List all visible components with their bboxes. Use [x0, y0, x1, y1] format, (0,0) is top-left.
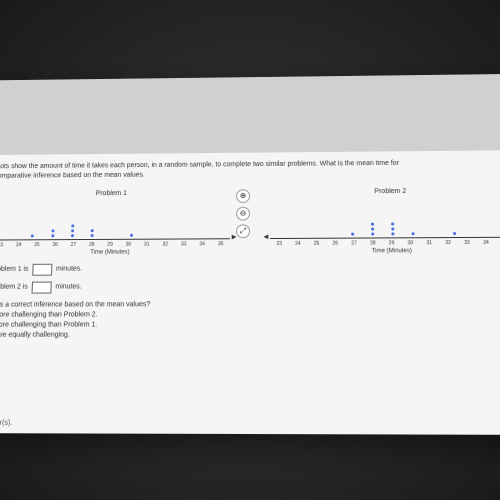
data-dot	[71, 229, 74, 232]
p2-suffix: minutes.	[55, 284, 81, 291]
tick-label: 26	[326, 240, 345, 246]
tick-label: 34	[193, 241, 212, 247]
question-content: plots show the amount of time it takes e…	[0, 150, 500, 435]
option-c[interactable]: ns are equally challenging.	[0, 331, 500, 339]
tick-label: 23	[0, 242, 10, 248]
zoom-out-icon[interactable]: ⊖	[236, 206, 250, 220]
window-header	[0, 74, 500, 155]
p1-suffix: minutes.	[56, 266, 82, 273]
plot2-container: Problem 2 ◄ ► 23242526272829303132333435…	[270, 187, 500, 255]
data-dot	[51, 229, 54, 232]
arrow-left-icon: ◄	[262, 232, 270, 241]
footer-text: nswer(s).	[0, 420, 12, 427]
plot1-zoom-controls: ⊕ ⊖ ⤢	[236, 189, 250, 238]
paper-sheet: plots show the amount of time it takes e…	[0, 74, 500, 435]
tick-label: 33	[174, 241, 193, 247]
tick-label: 35	[211, 241, 230, 247]
p1-input[interactable]	[32, 263, 52, 275]
option-a[interactable]: s more challenging than Problem 2.	[0, 310, 500, 318]
tick-label: 27	[345, 240, 364, 246]
plots-row: Problem 1 ◄ ► 23242526272829303132333435…	[0, 187, 500, 256]
zoom-in-icon[interactable]: ⊕	[236, 189, 250, 203]
inference-prompt: ng is a correct inference based on the m…	[0, 300, 500, 308]
tick-label: 26	[46, 242, 64, 248]
data-dot	[351, 232, 354, 235]
question-line1: plots show the amount of time it takes e…	[0, 160, 399, 170]
data-dot	[371, 227, 374, 230]
tick-label: 23	[270, 240, 289, 246]
data-dot	[412, 232, 415, 235]
data-dot	[453, 232, 456, 235]
data-dot	[91, 229, 94, 232]
data-dot	[71, 234, 74, 237]
question-text: plots show the amount of time it takes e…	[0, 158, 500, 181]
tick-label: 27	[64, 242, 82, 248]
tick-label: 28	[82, 241, 100, 247]
data-dot	[371, 232, 374, 235]
p1-prefix: Problem 1 is	[0, 266, 29, 273]
tick-label: 25	[307, 240, 326, 246]
option-b[interactable]: s more challenging than Problem 1.	[0, 320, 500, 328]
tick-label: 33	[457, 240, 476, 246]
data-dot	[130, 233, 133, 236]
tick-label: 31	[138, 241, 157, 247]
expand-icon[interactable]: ⤢	[236, 224, 250, 238]
plot2-title: Problem 2	[270, 187, 500, 196]
data-dot	[391, 222, 394, 225]
plot1-axis-title: Time (Minutes)	[0, 249, 230, 256]
plot1-container: Problem 1 ◄ ► 23242526272829303132333435…	[0, 189, 230, 256]
answer-p1: Problem 1 is minutes.	[0, 261, 500, 275]
tick-label: 35	[495, 239, 500, 245]
answer-p2: Problem 2 is minutes.	[0, 280, 500, 294]
data-dot	[31, 234, 34, 237]
tick-label: 28	[363, 240, 382, 246]
tick-label: 30	[119, 241, 138, 247]
data-dot	[371, 222, 374, 225]
data-dot	[90, 234, 93, 237]
plot1-dotplot: ◄ ►	[0, 200, 230, 240]
inference-section: ng is a correct inference based on the m…	[0, 300, 500, 339]
plot1-title: Problem 1	[0, 189, 230, 197]
p2-prefix: Problem 2 is	[0, 284, 28, 291]
data-dot	[391, 227, 394, 230]
tick-label: 25	[28, 242, 46, 248]
plot2-dotplot: ◄ ►	[270, 198, 500, 239]
tick-label: 31	[420, 240, 439, 246]
plot1-axis-labels: 23242526272829303132333435	[0, 241, 230, 248]
question-line2: comparative inference based on the mean …	[0, 172, 145, 180]
photo-background: plots show the amount of time it takes e…	[0, 0, 500, 500]
p2-input[interactable]	[31, 281, 51, 293]
tick-label: 32	[439, 240, 458, 246]
tick-label: 32	[156, 241, 175, 247]
tick-label: 24	[9, 242, 27, 248]
data-dot	[391, 232, 394, 235]
tick-label: 24	[289, 240, 308, 246]
tick-label: 29	[101, 241, 119, 247]
data-dot	[71, 224, 74, 227]
tick-label: 34	[476, 239, 495, 245]
plot2-axis-title: Time (Minutes)	[270, 247, 500, 254]
tick-label: 30	[401, 240, 420, 246]
tick-label: 29	[382, 240, 401, 246]
plot2-axis-labels: 23242526272829303132333435	[270, 239, 500, 246]
data-dot	[51, 234, 54, 237]
